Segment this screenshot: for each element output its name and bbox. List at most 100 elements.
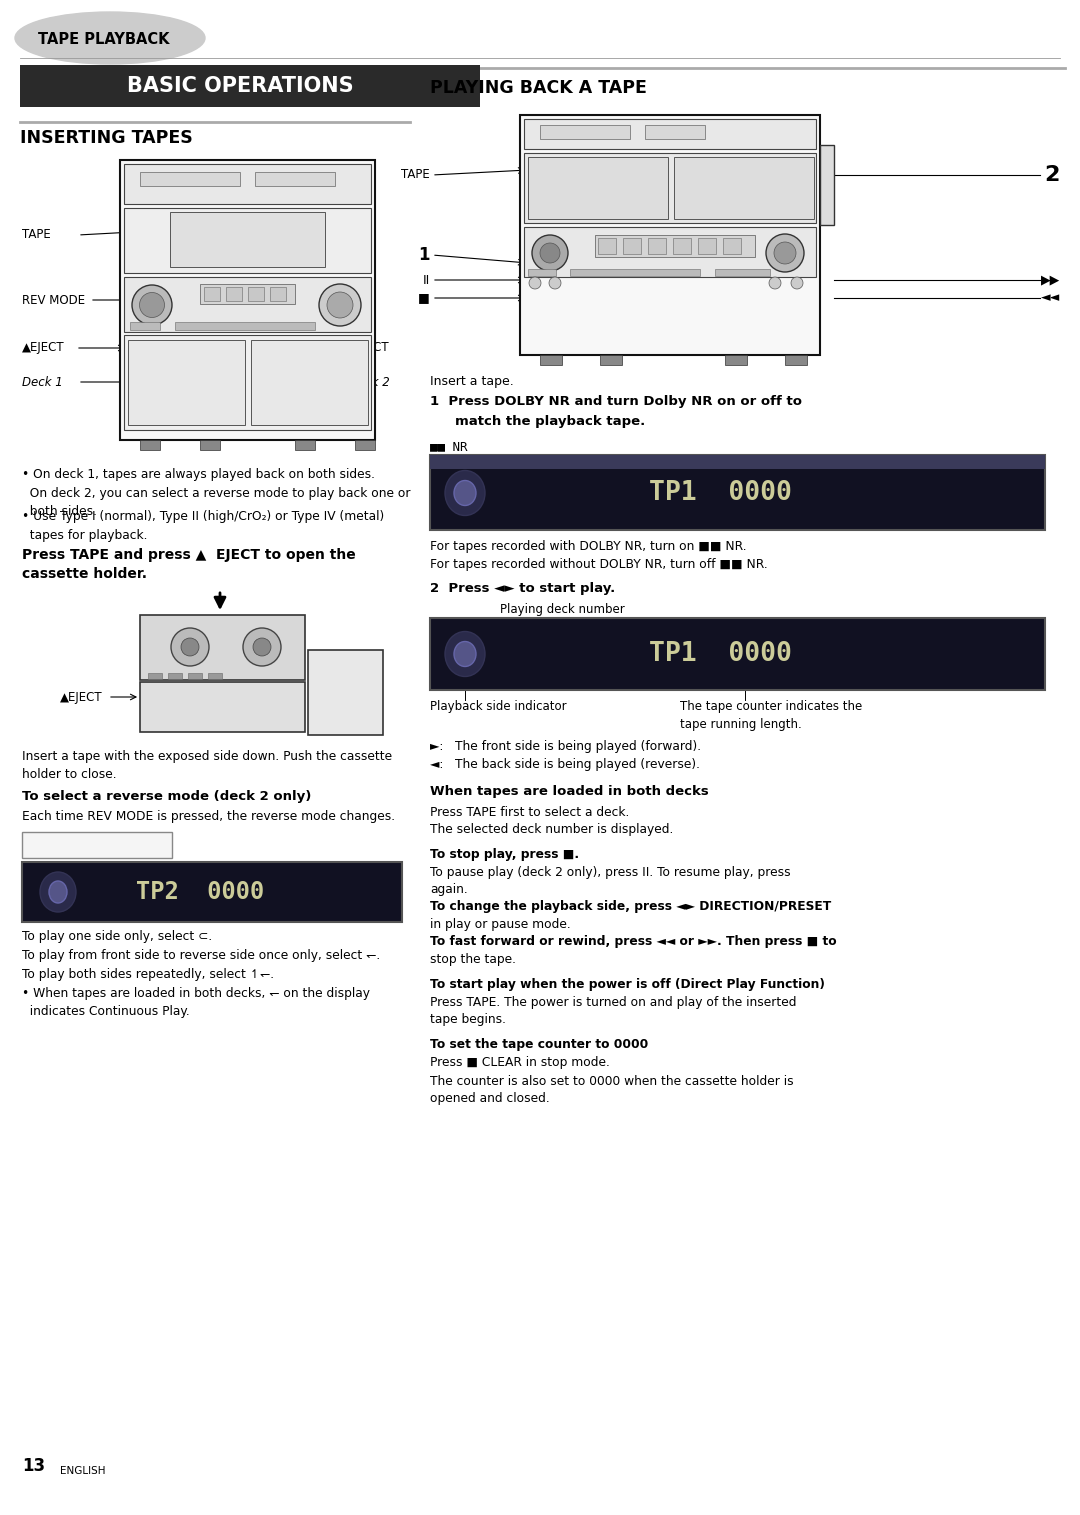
Text: To start play when the power is off (Direct Play Function): To start play when the power is off (Dir… [430, 979, 825, 991]
Text: For tapes recorded without DOLBY NR, turn off ■■ NR.: For tapes recorded without DOLBY NR, tur… [430, 558, 768, 571]
Bar [140, 682, 305, 732]
Text: REV MODE: REV MODE [22, 294, 85, 306]
Bar [175, 323, 315, 330]
Text: match the playback tape.: match the playback tape. [455, 415, 645, 429]
Ellipse shape [243, 629, 281, 667]
Bar [226, 286, 242, 301]
Text: INSERTING TAPES: INSERTING TAPES [21, 129, 192, 147]
Bar [598, 238, 616, 255]
Text: Press TAPE first to select a deck.: Press TAPE first to select a deck. [430, 806, 630, 820]
Bar [170, 212, 325, 267]
Bar [355, 439, 375, 450]
Bar [148, 673, 162, 679]
Bar [600, 355, 622, 365]
Bar [124, 335, 372, 430]
Ellipse shape [132, 285, 172, 326]
Bar [204, 286, 220, 301]
Text: To change the playback side, press ◄► DIRECTION/PRESET: To change the playback side, press ◄► DI… [430, 900, 832, 914]
Text: To play from front side to reverse side once only, select ↽.: To play from front side to reverse side … [22, 948, 380, 962]
Ellipse shape [454, 480, 476, 506]
Bar [124, 164, 372, 205]
Text: TAPE: TAPE [402, 168, 430, 182]
Ellipse shape [139, 292, 164, 318]
Ellipse shape [529, 277, 541, 289]
Bar [524, 153, 816, 223]
Text: ▲EJECT: ▲EJECT [60, 691, 103, 703]
Ellipse shape [40, 873, 76, 912]
Bar [570, 270, 700, 276]
Ellipse shape [774, 242, 796, 264]
Bar [130, 323, 160, 330]
Text: Playing deck number: Playing deck number [500, 603, 624, 617]
Ellipse shape [532, 235, 568, 271]
Bar [820, 145, 834, 226]
Text: For tapes recorded with DOLBY NR, turn on ■■ NR.: For tapes recorded with DOLBY NR, turn o… [430, 539, 746, 553]
Text: Insert a tape with the exposed side down. Push the cassette
holder to close.: Insert a tape with the exposed side down… [22, 750, 392, 782]
Text: 2: 2 [1044, 165, 1059, 185]
Text: The tape counter indicates the: The tape counter indicates the [680, 700, 862, 714]
Ellipse shape [445, 632, 485, 677]
Bar [22, 832, 172, 857]
Text: • On deck 1, tapes are always played back on both sides.
  On deck 2, you can se: • On deck 1, tapes are always played bac… [22, 468, 410, 518]
Bar [140, 173, 240, 186]
Bar [120, 161, 375, 439]
Bar [248, 286, 264, 301]
Bar [715, 270, 770, 276]
Bar [124, 208, 372, 273]
Bar [200, 439, 220, 450]
Ellipse shape [327, 292, 353, 318]
Text: Press ■ CLEAR in stop mode.: Press ■ CLEAR in stop mode. [430, 1056, 610, 1070]
Text: To play both sides repeatedly, select ↿↽.: To play both sides repeatedly, select ↿↽… [22, 968, 274, 982]
Text: Press TAPE and press ▲  EJECT to open the
cassette holder.: Press TAPE and press ▲ EJECT to open the… [22, 548, 355, 582]
Text: To stop play, press ■.: To stop play, press ■. [430, 848, 579, 861]
Text: 13: 13 [22, 1457, 45, 1476]
Text: Deck 2: Deck 2 [349, 376, 390, 388]
Text: stop the tape.: stop the tape. [430, 953, 516, 967]
Bar [21, 65, 480, 108]
Text: BASIC OPERATIONS: BASIC OPERATIONS [126, 76, 353, 95]
Bar [673, 238, 691, 255]
Bar [188, 673, 202, 679]
Ellipse shape [549, 277, 561, 289]
Text: TAPE PLAYBACK: TAPE PLAYBACK [38, 32, 170, 47]
Text: PLAYING BACK A TAPE: PLAYING BACK A TAPE [430, 79, 647, 97]
Bar [430, 618, 1045, 689]
Text: To select a reverse mode (deck 2 only): To select a reverse mode (deck 2 only) [22, 789, 311, 803]
Bar [725, 355, 747, 365]
Bar [623, 238, 642, 255]
Text: 2  Press ◄► to start play.: 2 Press ◄► to start play. [430, 582, 616, 595]
Ellipse shape [454, 641, 476, 667]
Text: When tapes are loaded in both decks: When tapes are loaded in both decks [430, 785, 708, 798]
Bar [698, 238, 716, 255]
Ellipse shape [445, 471, 485, 515]
Bar [723, 238, 741, 255]
Text: Each time ⁠​REV MODE​⁠ is pressed, the reverse mode changes.: Each time ⁠​REV MODE​⁠ is pressed, the r… [22, 811, 395, 823]
Ellipse shape [319, 283, 361, 326]
Text: To pause play (deck 2 only), press II. To resume play, press: To pause play (deck 2 only), press II. T… [430, 867, 791, 879]
Bar [308, 650, 383, 735]
Text: ■■ NR: ■■ NR [430, 439, 468, 453]
Text: 1  Press DOLBY NR and turn Dolby NR on or off to: 1 Press DOLBY NR and turn Dolby NR on or… [430, 395, 802, 408]
Bar [270, 286, 286, 301]
Text: ◄◄: ◄◄ [1041, 291, 1059, 305]
Bar [785, 355, 807, 365]
Text: The counter is also set to 0000 when the cassette holder is: The counter is also set to 0000 when the… [430, 1076, 794, 1088]
Text: ▶▶: ▶▶ [1041, 274, 1059, 286]
Text: To set the tape counter to 0000: To set the tape counter to 0000 [430, 1038, 648, 1051]
Bar [140, 615, 305, 680]
Text: II: II [422, 274, 430, 286]
Text: Insert a tape.: Insert a tape. [430, 376, 514, 388]
Text: in play or pause mode.: in play or pause mode. [430, 918, 570, 932]
Bar [519, 115, 820, 355]
Text: tape begins.: tape begins. [430, 1014, 507, 1026]
Text: ◄:   The back side is being played (reverse).: ◄: The back side is being played (revers… [430, 758, 700, 771]
Text: TP1  0000: TP1 0000 [649, 480, 792, 506]
Text: ▲EJECT: ▲EJECT [348, 341, 390, 355]
Text: Playback side indicator: Playback side indicator [430, 700, 567, 714]
Bar [129, 339, 245, 426]
Ellipse shape [540, 242, 561, 264]
Ellipse shape [15, 12, 205, 64]
Bar [540, 126, 630, 139]
Text: ▲EJECT: ▲EJECT [22, 341, 65, 355]
Text: ↳≡→↽→↿: ↳≡→↽→↿ [66, 838, 129, 851]
